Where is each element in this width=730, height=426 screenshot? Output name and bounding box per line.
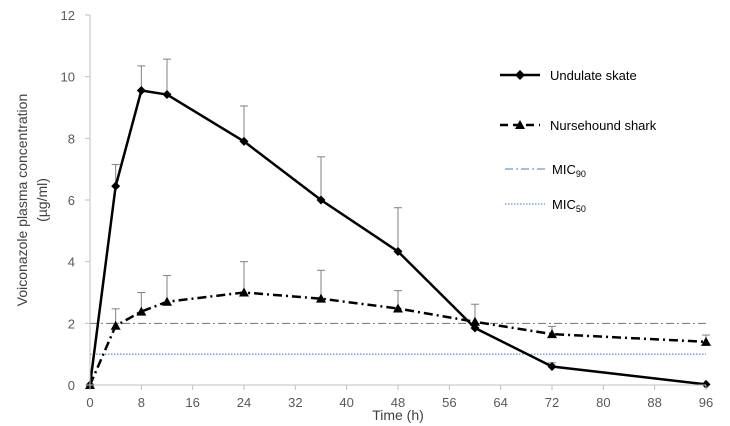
y-tick-label: 6 [68, 193, 75, 208]
nursehound-shark-point [136, 306, 147, 316]
undulate-skate-point [701, 379, 711, 389]
x-tick-label: 48 [391, 395, 405, 410]
x-tick-label: 32 [288, 395, 302, 410]
x-tick-label: 56 [442, 395, 456, 410]
y-tick-label: 8 [68, 131, 75, 146]
undulate-skate-point [111, 181, 121, 191]
legend-item-undulate-skate: Undulate skate [500, 68, 637, 83]
nursehound-shark-point [547, 329, 557, 339]
y-tick-label: 10 [61, 70, 75, 85]
y-axis-title-line1: Voiconazole plasma concentration [14, 94, 30, 306]
undulate-skate-point [136, 86, 146, 96]
nursehound-shark-line [88, 291, 707, 386]
undulate-skate-point [162, 90, 172, 100]
x-tick-label: 64 [493, 395, 507, 410]
y-axis-title-line2: (µg/ml) [34, 178, 50, 222]
undulate-skate-line [88, 89, 707, 386]
legend-label-undulate-skate: Undulate skate [550, 68, 637, 83]
nursehound-shark-point [316, 293, 326, 303]
y-tick-label: 12 [61, 8, 75, 23]
x-axis-title: Time (h) [372, 407, 424, 423]
x-tick-label: 80 [596, 395, 610, 410]
nursehound-shark-point [701, 336, 711, 346]
nursehound-shark-point [470, 316, 480, 326]
x-tick-label: 0 [86, 395, 93, 410]
x-tick-label: 96 [699, 395, 713, 410]
undulate-skate-point [239, 136, 249, 146]
legend-label-mic90: MIC90 [552, 162, 586, 179]
legend-label-nursehound-shark: Nursehound shark [550, 118, 657, 133]
undulate-skate-point [393, 246, 403, 256]
x-tick-label: 88 [647, 395, 661, 410]
y-tick-label: 0 [68, 378, 75, 393]
nursehound-shark-point [110, 320, 121, 330]
nursehound-shark-point [162, 296, 172, 306]
plot-area [85, 58, 711, 390]
legend-item-mic90: MIC90 [505, 162, 586, 179]
legend-label-mic50: MIC50 [552, 197, 586, 214]
x-tick-label: 16 [185, 395, 199, 410]
x-tick-label: 72 [545, 395, 559, 410]
undulate-skate-point [316, 195, 326, 205]
y-tick-label: 2 [68, 316, 75, 331]
x-tick-label: 24 [237, 395, 251, 410]
x-tick-label: 40 [339, 395, 353, 410]
legend-item-mic50: MIC50 [505, 197, 586, 214]
y-tick-label: 4 [68, 255, 75, 270]
undulate-skate-point [547, 362, 557, 371]
nursehound-shark-point [393, 303, 403, 313]
legend: Undulate skate Nursehound shark MIC90 MI… [500, 68, 657, 214]
nursehound-shark-point [239, 287, 249, 297]
legend-item-nursehound-shark: Nursehound shark [500, 118, 657, 133]
x-tick-label: 8 [138, 395, 145, 410]
